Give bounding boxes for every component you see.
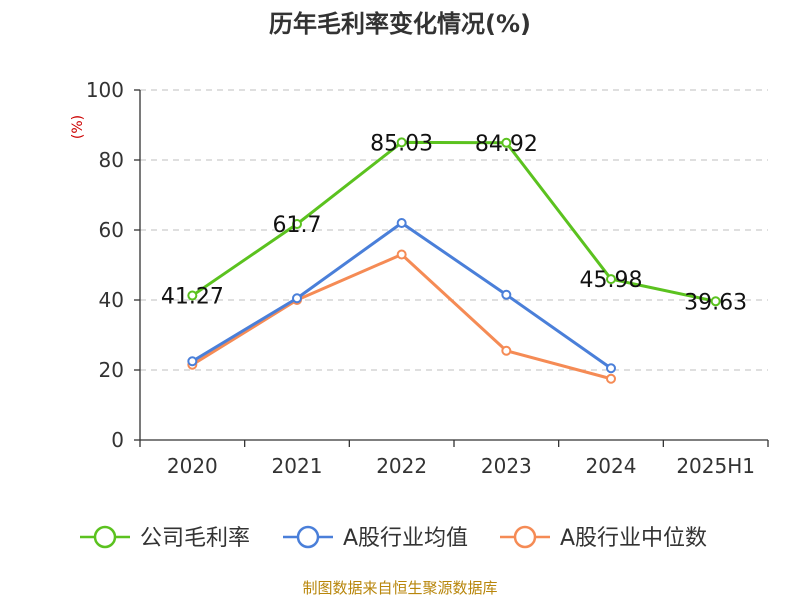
data-label: 41.27 xyxy=(161,285,224,310)
series-line xyxy=(191,253,612,381)
axes: 0 20 40 60 80 100 2020 2021 2022 2023 2024 2025H1 xyxy=(86,78,769,478)
data-point[interactable] xyxy=(606,373,616,384)
x-tick-label: 2021 xyxy=(272,454,323,478)
data-label: 39.63 xyxy=(684,290,747,315)
y-tick-label: 0 xyxy=(111,428,124,452)
data-point[interactable] xyxy=(501,345,512,356)
gridlines xyxy=(140,89,768,371)
legend-marker-icon xyxy=(93,525,117,549)
y-tick-label: 20 xyxy=(99,358,124,382)
data-point[interactable] xyxy=(187,356,198,367)
data-point[interactable] xyxy=(606,363,616,374)
x-tick-label: 2025H1 xyxy=(676,454,755,478)
data-label: 45.98 xyxy=(580,268,643,293)
data-point[interactable] xyxy=(396,249,407,260)
data-point[interactable] xyxy=(292,219,302,230)
data-label: 61.7 xyxy=(273,213,322,238)
chart-title: 历年毛利率变化情况(%) xyxy=(269,10,531,38)
legend-item[interactable]: A股行业中位数 xyxy=(500,525,707,551)
legend-marker-icon xyxy=(296,525,320,549)
x-tick-label: 2023 xyxy=(481,454,532,478)
data-point[interactable] xyxy=(501,137,512,148)
data-point[interactable] xyxy=(396,218,407,228)
data-point[interactable] xyxy=(501,289,512,300)
legend-item[interactable]: 公司毛利率 xyxy=(80,525,250,551)
source-note: 制图数据来自恒生聚源数据库 xyxy=(302,579,497,597)
y-axis-unit-label: (%) xyxy=(70,115,86,139)
legend-label: A股行业中位数 xyxy=(560,526,707,551)
data-point[interactable] xyxy=(396,137,407,148)
data-point[interactable] xyxy=(606,274,616,285)
y-tick-label: 60 xyxy=(99,218,124,242)
x-tick-label: 2024 xyxy=(586,454,637,478)
y-tick-label: 40 xyxy=(99,288,124,312)
data-point[interactable] xyxy=(292,293,302,304)
series-line xyxy=(191,140,716,303)
x-tick-label: 2020 xyxy=(167,454,218,478)
data-label: 84.92 xyxy=(475,132,538,157)
legend-marker-icon xyxy=(513,525,537,549)
series-lines xyxy=(187,137,721,384)
series-line xyxy=(191,221,612,370)
data-label: 85.03 xyxy=(370,131,433,156)
data-labels: 41.27 61.7 85.03 84.92 45.98 39.63 xyxy=(161,131,747,315)
y-tick-label: 80 xyxy=(99,148,124,172)
data-point[interactable] xyxy=(187,290,198,301)
legend-item[interactable]: A股行业均值 xyxy=(283,525,468,551)
data-point[interactable] xyxy=(710,296,721,307)
legend[interactable]: 公司毛利率 A股行业均值 A股行业中位数 xyxy=(80,525,707,551)
legend-label: A股行业均值 xyxy=(343,526,468,551)
y-tick-label: 100 xyxy=(86,78,124,102)
x-tick-label: 2022 xyxy=(376,454,427,478)
legend-label: 公司毛利率 xyxy=(140,526,250,551)
